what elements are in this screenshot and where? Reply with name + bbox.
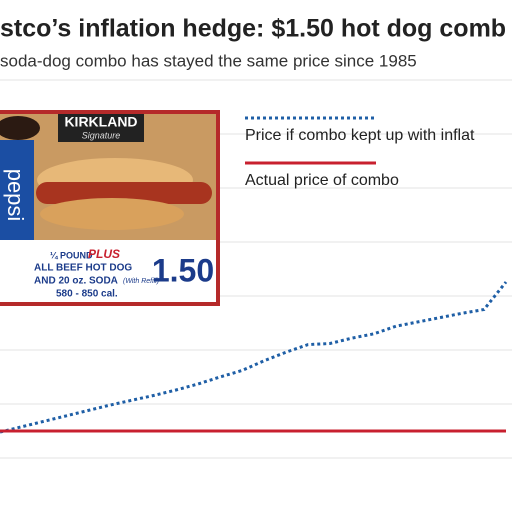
soda xyxy=(0,116,40,140)
brand: KIRKLAND xyxy=(64,114,137,130)
series-line xyxy=(0,281,508,434)
line4: 580 - 850 cal. xyxy=(56,289,118,300)
product-image: pepsi KIRKLAND Signature ¼ POUND PLUS AL… xyxy=(0,110,220,306)
legend-label: Price if combo kept up with inflat xyxy=(245,127,475,144)
hot-dog xyxy=(36,182,212,204)
bun-bottom xyxy=(40,198,184,230)
brand-sub: Signature xyxy=(82,130,121,140)
label-panel xyxy=(0,240,216,302)
cup xyxy=(0,140,34,240)
refill: (With Refill) xyxy=(123,278,159,285)
line1: ¼ POUND xyxy=(50,250,93,260)
line3: AND 20 oz. SODA xyxy=(34,276,118,287)
chart-title: stco’s inflation hedge: $1.50 hot dog co… xyxy=(0,15,506,43)
lines xyxy=(0,281,508,434)
chart-subtitle: soda-dog combo has stayed the same price… xyxy=(0,51,417,70)
cup-text: pepsi xyxy=(3,169,28,222)
legend: Price if combo kept up with inflat Actual… xyxy=(245,116,475,189)
line2: ALL BEEF HOT DOG xyxy=(34,263,132,274)
price: 1.50 xyxy=(152,252,214,288)
legend-label: Actual price of combo xyxy=(245,172,399,189)
plus: PLUS xyxy=(88,247,120,261)
brand-box xyxy=(58,114,144,142)
